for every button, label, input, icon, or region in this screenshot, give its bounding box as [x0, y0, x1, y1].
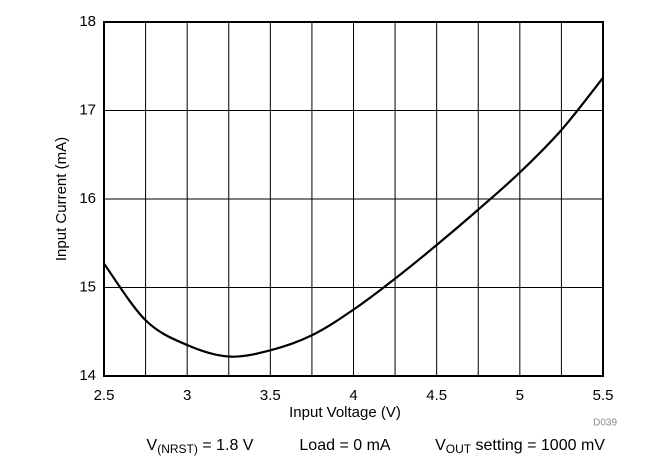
- annotation: Load = 0 mA: [299, 437, 391, 454]
- annotation-subscript: (NRST): [157, 442, 198, 456]
- annotation-rest: = 1.8 V: [198, 437, 254, 454]
- annotation-subscript: OUT: [446, 442, 472, 456]
- x-tick-label: 4.5: [426, 387, 447, 404]
- annotation-text: V: [435, 437, 446, 454]
- figure-id: D039: [593, 418, 617, 429]
- x-axis-label: Input Voltage (V): [289, 404, 401, 421]
- y-tick-label: 15: [79, 278, 96, 295]
- x-tick-label: 3: [183, 387, 191, 404]
- plot-frame: [103, 21, 604, 377]
- data-line: [103, 77, 604, 358]
- x-tick-label: 5.5: [593, 387, 614, 404]
- annotation-text: Load = 0 mA: [299, 437, 391, 454]
- x-tick-label: 3.5: [260, 387, 281, 404]
- annotation-rest: setting = 1000 mV: [471, 437, 605, 454]
- y-tick-label: 18: [79, 13, 96, 30]
- annotation: V(NRST) = 1.8 V: [147, 437, 254, 456]
- x-tick-label: 4: [349, 387, 357, 404]
- x-tick-label: 5: [516, 387, 524, 404]
- y-tick-label: 14: [79, 367, 96, 384]
- y-axis-label: Input Current (mA): [53, 137, 70, 261]
- x-tick-label: 2.5: [94, 387, 115, 404]
- y-tick-label: 16: [79, 190, 96, 207]
- annotation-text: V: [147, 437, 158, 454]
- annotation: VOUT setting = 1000 mV: [435, 437, 605, 456]
- y-tick-label: 17: [79, 101, 96, 118]
